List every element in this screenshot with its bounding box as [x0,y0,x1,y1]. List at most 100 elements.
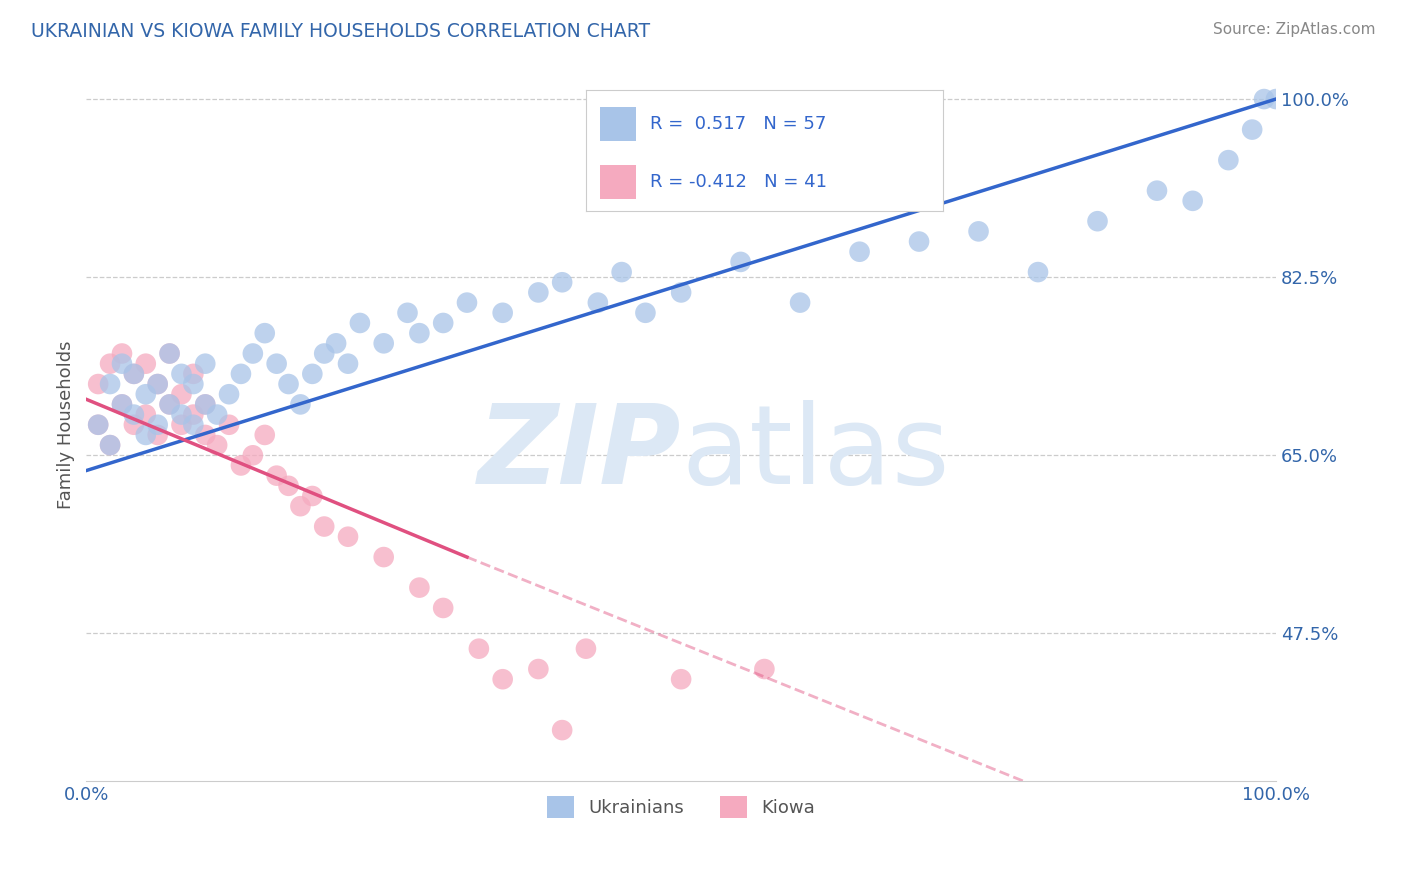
Point [87,417,110,432]
Point [301,489,323,503]
Point [146,428,169,442]
Point [1253,92,1275,106]
Point [122,367,145,381]
Point [170,367,193,381]
Point [170,387,193,401]
Point [111,397,134,411]
Point [575,641,598,656]
Point [349,316,371,330]
Point [253,326,276,340]
Point [229,458,252,473]
Point [551,275,574,289]
Point [908,235,931,249]
Point [146,377,169,392]
Point [432,316,454,330]
Point [266,357,288,371]
Point [396,306,419,320]
Point [159,346,181,360]
Point [290,499,312,513]
Point [789,295,811,310]
Point [111,357,134,371]
Text: Source: ZipAtlas.com: Source: ZipAtlas.com [1212,22,1375,37]
Point [468,641,491,656]
Point [325,336,347,351]
Point [205,438,228,452]
Point [98,438,121,452]
Text: UKRAINIAN VS KIOWA FAMILY HOUSEHOLDS CORRELATION CHART: UKRAINIAN VS KIOWA FAMILY HOUSEHOLDS COR… [31,22,650,41]
Point [314,519,336,533]
Point [634,306,657,320]
Point [122,367,145,381]
Point [408,581,430,595]
Point [1218,153,1240,168]
Point [194,397,217,411]
Point [205,408,228,422]
Point [277,377,299,392]
Point [159,397,181,411]
Point [967,224,990,238]
Point [170,417,193,432]
Point [98,357,121,371]
Point [669,285,692,300]
Point [111,346,134,360]
Point [277,479,299,493]
Point [527,285,550,300]
Point [122,408,145,422]
Point [848,244,870,259]
Point [183,417,205,432]
Point [432,601,454,615]
Point [373,550,395,565]
Point [229,367,252,381]
Point [159,346,181,360]
Point [183,367,205,381]
Point [266,468,288,483]
Point [314,346,336,360]
Text: atlas: atlas [681,400,949,507]
Point [194,397,217,411]
Point [337,357,360,371]
Point [1026,265,1049,279]
Point [183,377,205,392]
Point [1146,184,1168,198]
Point [218,417,240,432]
Point [242,346,264,360]
Y-axis label: Family Households: Family Households [58,341,75,509]
Legend: Ukrainians, Kiowa: Ukrainians, Kiowa [540,789,823,825]
Point [492,306,515,320]
Point [242,448,264,462]
Point [135,387,157,401]
Point [183,408,205,422]
Point [492,672,515,686]
Point [98,438,121,452]
Point [1265,92,1288,106]
Point [159,397,181,411]
Point [135,357,157,371]
Point [551,723,574,738]
Point [527,662,550,676]
Point [730,255,752,269]
Point [337,530,360,544]
Text: ZIP: ZIP [478,400,681,507]
Point [146,377,169,392]
Point [87,377,110,392]
Point [290,397,312,411]
Point [669,672,692,686]
Point [111,397,134,411]
Point [218,387,240,401]
Point [98,377,121,392]
Point [586,295,609,310]
Point [610,265,633,279]
Point [1181,194,1204,208]
Point [1087,214,1109,228]
Point [170,408,193,422]
Point [194,428,217,442]
Point [301,367,323,381]
Point [408,326,430,340]
Point [87,417,110,432]
Point [1241,122,1264,136]
Point [122,417,145,432]
Point [194,357,217,371]
Point [253,428,276,442]
Point [135,408,157,422]
Point [754,662,776,676]
